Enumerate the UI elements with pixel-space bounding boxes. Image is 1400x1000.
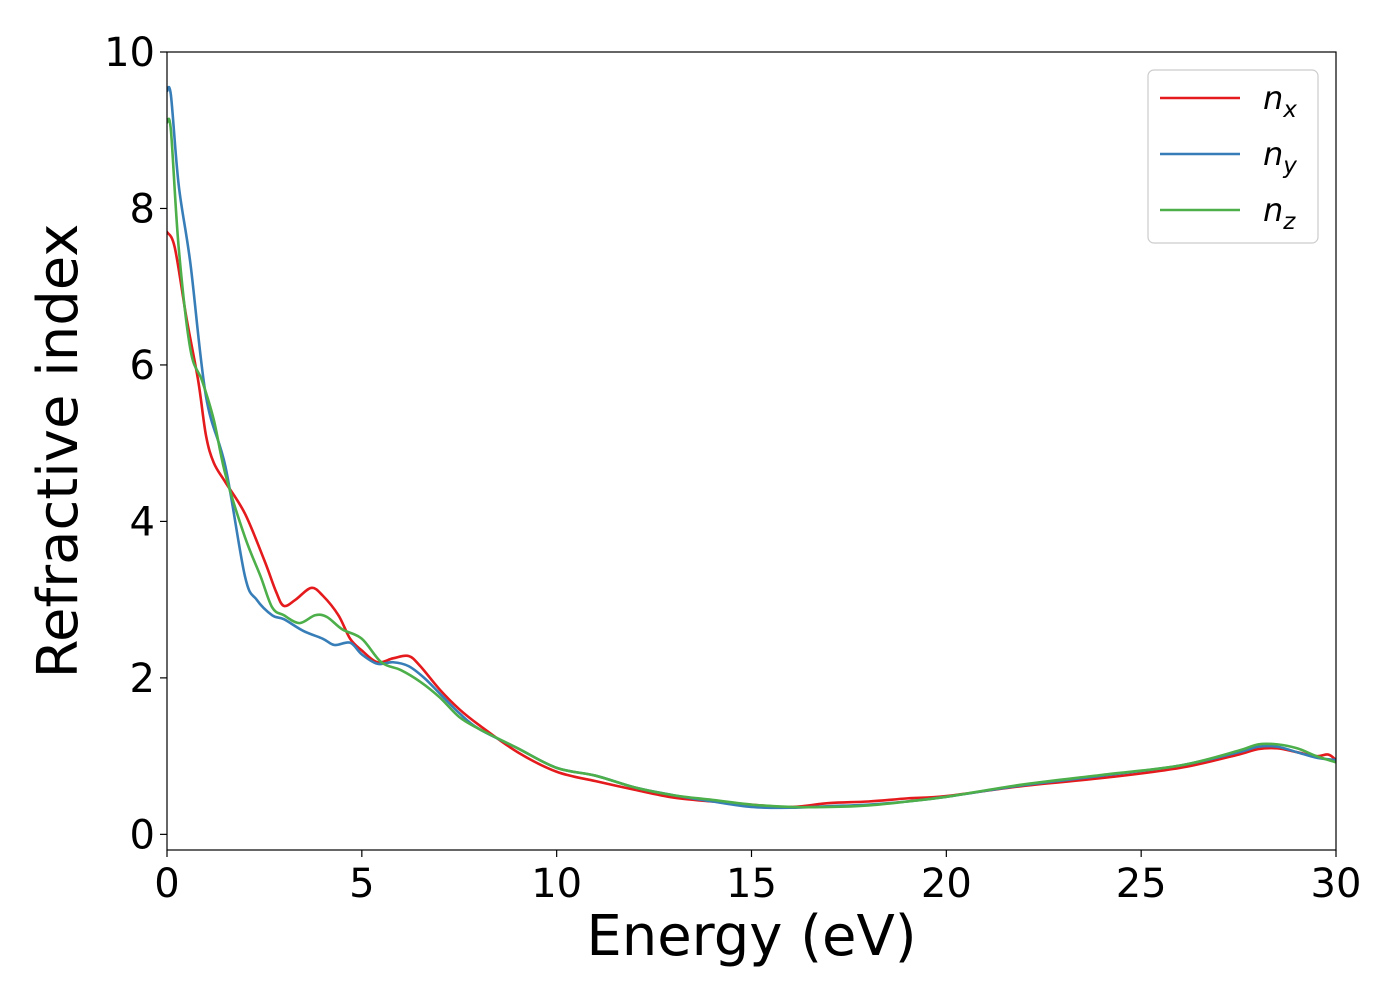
- legend-label-main: n: [1263, 79, 1283, 117]
- x-axis: 0 5 10 15 20 25 30: [154, 850, 1361, 907]
- x-tick-label: 20: [921, 861, 972, 907]
- plot-lines: [167, 85, 1336, 810]
- x-tick-label: 10: [531, 861, 582, 907]
- y-tick-label: 10: [104, 30, 155, 76]
- series-line-nz: [167, 117, 1336, 809]
- series-line-nx: [167, 230, 1336, 809]
- y-tick-label: 0: [130, 812, 155, 858]
- y-tick-label: 2: [130, 656, 155, 702]
- x-tick-label: 30: [1311, 861, 1362, 907]
- y-axis: 0 2 4 6 8 10: [104, 30, 167, 858]
- x-tick-label: 15: [726, 861, 777, 907]
- x-tick-label: 25: [1116, 861, 1167, 907]
- y-tick-label: 4: [130, 499, 155, 545]
- x-tick-label: 0: [154, 861, 179, 907]
- legend-label-subscript: z: [1282, 209, 1296, 235]
- legend-label-subscript: y: [1282, 153, 1297, 179]
- x-tick-label: 5: [349, 861, 374, 907]
- y-tick-label: 8: [130, 186, 155, 232]
- legend-label-ny: ny: [1263, 135, 1297, 179]
- legend-label-main: n: [1263, 191, 1283, 229]
- y-axis-label: Refractive index: [26, 224, 91, 679]
- legend-label-subscript: x: [1282, 97, 1297, 123]
- y-tick-label: 6: [130, 343, 155, 389]
- legend-box: [1147, 69, 1319, 244]
- legend-label-nx: nx: [1263, 79, 1297, 123]
- x-axis-label: Energy (eV): [586, 904, 916, 969]
- legend-label-nz: nz: [1263, 191, 1296, 235]
- legend-label-main: n: [1263, 135, 1283, 173]
